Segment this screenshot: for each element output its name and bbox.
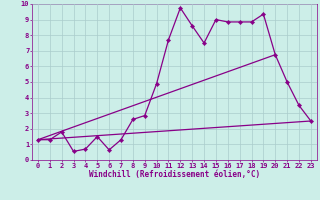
- X-axis label: Windchill (Refroidissement éolien,°C): Windchill (Refroidissement éolien,°C): [89, 170, 260, 179]
